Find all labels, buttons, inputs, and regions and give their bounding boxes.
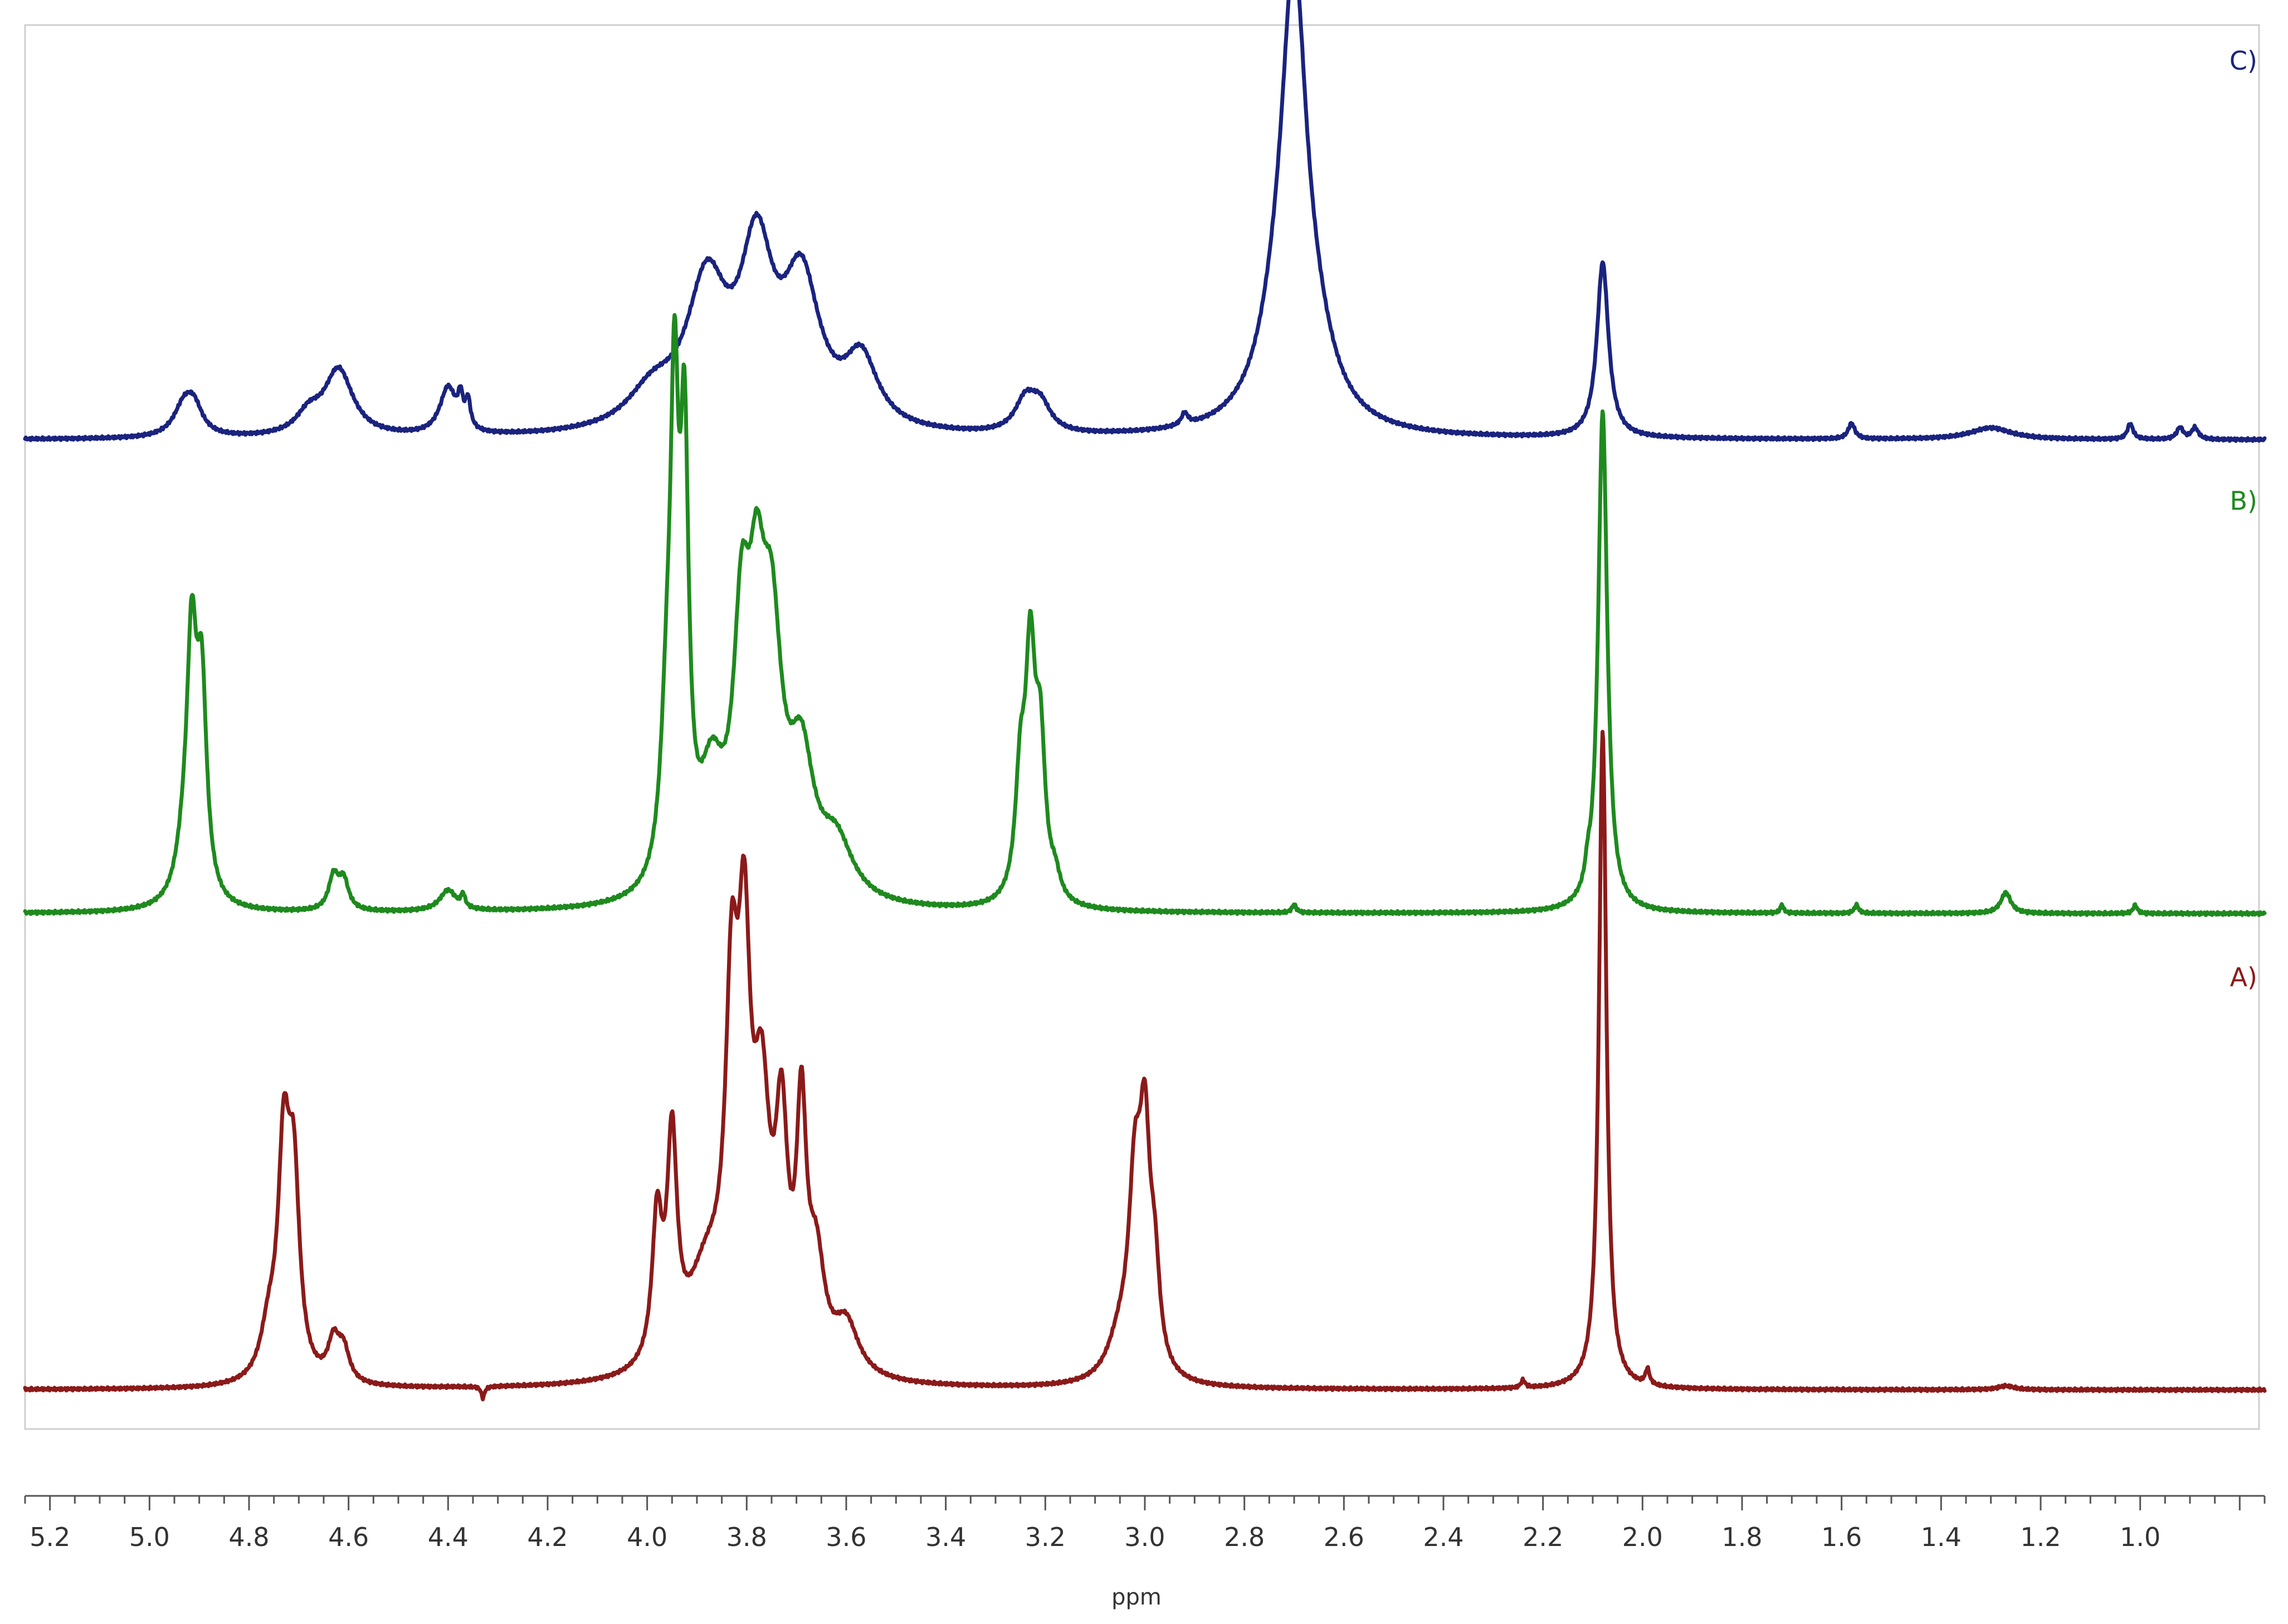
x-tick-label: 3.2 xyxy=(1025,1522,1066,1552)
x-tick-label: 4.2 xyxy=(527,1522,568,1552)
x-tick-label: 5.0 xyxy=(129,1522,170,1552)
x-tick-label: 1.8 xyxy=(1721,1522,1762,1552)
x-axis-ticks: 5.2 5.0 4.8 4.6 4.4 4.2 4.0 3.8 3.6 3.4 3.2 3.0 2.8 2… xyxy=(24,1496,2266,1552)
x-tick-label: 1.4 xyxy=(1921,1522,1962,1552)
spectrum-trace xyxy=(23,730,2267,1402)
x-tick-label: 2.8 xyxy=(1224,1522,1265,1552)
x-tick-label: 4.4 xyxy=(428,1522,469,1552)
x-tick-label: 2.4 xyxy=(1423,1522,1463,1552)
x-tick-label: 3.0 xyxy=(1124,1522,1165,1552)
spectrum-trace xyxy=(23,0,2267,443)
plot-frame xyxy=(24,24,2260,1430)
x-tick-label: 2.6 xyxy=(1324,1522,1364,1552)
series-label: B) xyxy=(2230,486,2257,516)
x-tick-label: 2.2 xyxy=(1523,1522,1563,1552)
x-tick-label: 4.8 xyxy=(228,1522,269,1552)
x-tick-label: 1.6 xyxy=(1821,1522,1862,1552)
x-tick-label: 4.6 xyxy=(328,1522,369,1552)
x-tick-label: 5.2 xyxy=(30,1522,70,1552)
x-tick-label: 3.6 xyxy=(826,1522,866,1552)
x-tick-label: 1.0 xyxy=(2120,1522,2160,1552)
x-tick-label: 2.0 xyxy=(1622,1522,1663,1552)
x-axis-title: ppm xyxy=(1111,1584,1162,1610)
spectrum-trace xyxy=(23,313,2267,918)
series-label: C) xyxy=(2230,46,2257,76)
spectra-traces: C) B) A) xyxy=(23,0,2267,1402)
x-tick-label: 1.2 xyxy=(2020,1522,2061,1552)
x-tick-label: 3.4 xyxy=(925,1522,966,1552)
x-tick-label: 4.0 xyxy=(627,1522,667,1552)
x-tick-label: 3.8 xyxy=(726,1522,767,1552)
series-label: A) xyxy=(2230,962,2257,992)
